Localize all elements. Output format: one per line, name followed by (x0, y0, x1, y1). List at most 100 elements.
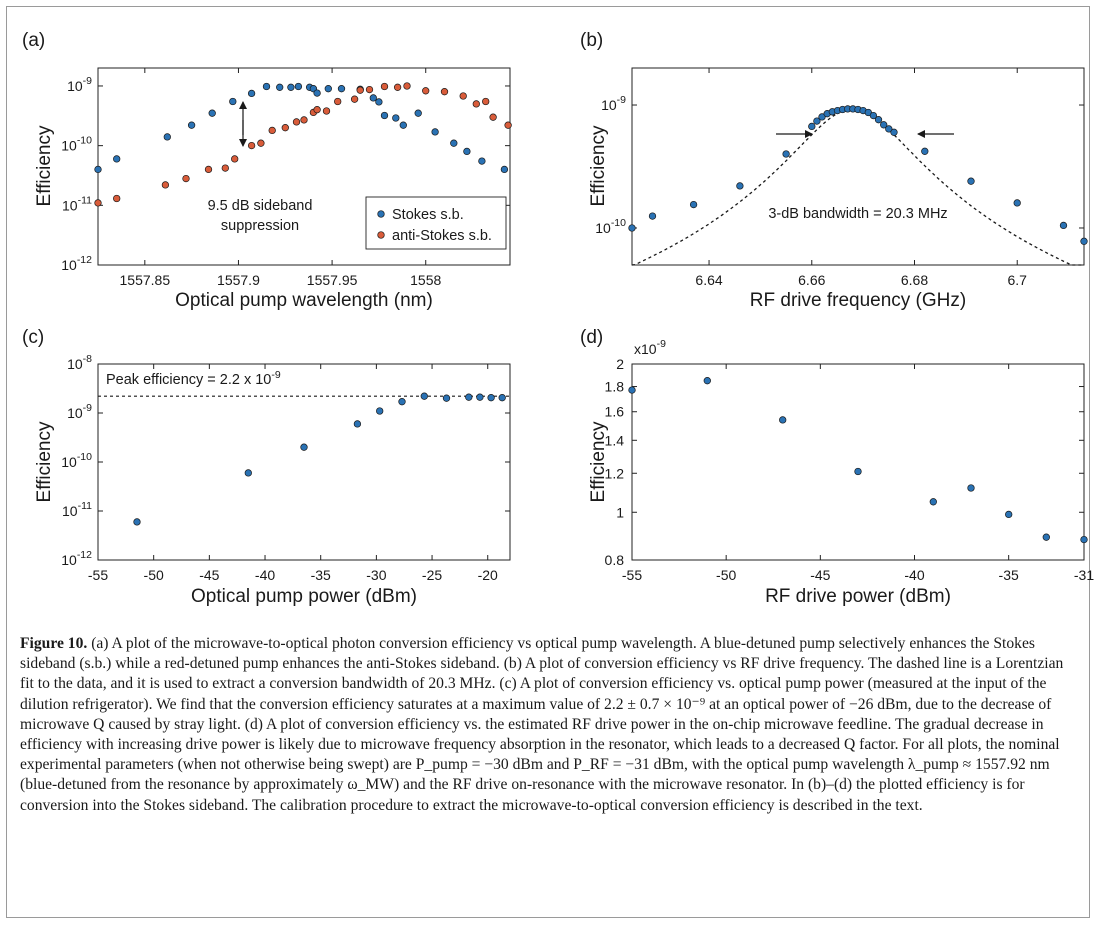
legend-label: Stokes s.b. (392, 207, 464, 223)
data-point (222, 165, 229, 172)
data-point (464, 148, 471, 155)
data-point (473, 101, 480, 108)
plot-area-frame (632, 364, 1084, 560)
data-point (441, 88, 448, 95)
data-point (629, 225, 636, 232)
data-point (381, 112, 388, 119)
data-point (1081, 238, 1088, 245)
series-2 (95, 83, 512, 207)
figure-caption: Figure 10. (a) A plot of the microwave-t… (20, 634, 1078, 816)
data-point (230, 98, 237, 105)
data-point (323, 108, 330, 115)
data-point (258, 140, 265, 147)
data-point (421, 393, 428, 400)
data-point (162, 182, 169, 189)
x-tick-label: -31 (1074, 567, 1094, 583)
data-point (1060, 222, 1067, 229)
data-point (415, 110, 422, 117)
chart-panel-1: (a)1557.85 1557.9 1557.95 155810-1210-1110-… (22, 30, 511, 311)
y-tick-label: 1.6 (605, 404, 625, 420)
data-point (737, 183, 744, 190)
data-point (1014, 200, 1021, 207)
x-tick-label: -35 (311, 567, 331, 583)
x-tick-label: -55 (622, 567, 642, 583)
data-point (460, 93, 467, 100)
data-point (432, 129, 439, 136)
data-point (376, 408, 383, 415)
y-tick-label: 10-12 (61, 254, 92, 273)
series-1 (629, 106, 1088, 245)
x-tick-label: 6.66 (798, 272, 825, 288)
data-point (400, 122, 407, 129)
data-point (930, 499, 937, 506)
data-point (922, 148, 929, 155)
data-point (855, 468, 862, 475)
panel-label: (c) (22, 327, 44, 348)
data-point (245, 470, 252, 477)
x-tick-label: 1558 (410, 272, 441, 288)
data-point (183, 175, 190, 182)
series-1 (134, 393, 506, 525)
data-point (301, 117, 308, 124)
data-point (779, 417, 786, 424)
y-tick-label: 2 (616, 356, 624, 372)
lorentzian-fit-line (632, 109, 1084, 265)
data-point (282, 124, 289, 131)
x-tick-label: 6.7 (1007, 272, 1027, 288)
data-point (477, 394, 484, 401)
x-tick-label: -50 (144, 567, 164, 583)
x-tick-label: -25 (422, 567, 442, 583)
data-point (704, 377, 711, 384)
data-point (422, 88, 429, 95)
y-tick-label: 10-8 (67, 353, 92, 372)
data-point (875, 116, 882, 123)
x-axis-label: Optical pump power (dBm) (191, 586, 417, 607)
annotation-text: 3-dB bandwidth = 20.3 MHz (768, 206, 947, 222)
x-tick-label: 6.68 (901, 272, 928, 288)
data-point (370, 95, 377, 102)
chart-legend: Stokes s.b. anti-Stokes s.b. (366, 197, 506, 249)
data-point (891, 129, 898, 136)
y-tick-label: 10-9 (67, 75, 92, 94)
data-point (288, 84, 295, 91)
x-tick-label: -40 (904, 567, 924, 583)
data-point (205, 166, 212, 173)
legend-marker (378, 211, 385, 218)
x-tick-label: 1557.9 (217, 272, 260, 288)
y-tick-label: 10-9 (601, 94, 626, 113)
panel-label: (d) (580, 327, 603, 348)
data-point (164, 134, 171, 141)
data-point (338, 85, 345, 92)
data-point (209, 110, 216, 117)
data-point (394, 84, 401, 91)
y-tick-label: 10-12 (61, 549, 92, 568)
x-tick-label: -35 (999, 567, 1019, 583)
data-point (499, 394, 506, 401)
data-point (443, 395, 450, 402)
x-tick-label: -30 (366, 567, 386, 583)
data-point (248, 142, 255, 149)
data-point (501, 166, 508, 173)
panel-label: (b) (580, 30, 603, 51)
data-point (314, 106, 321, 113)
series-1 (629, 377, 1088, 542)
data-point (188, 122, 195, 129)
data-point (263, 83, 270, 90)
y-axis-label: Efficiency (588, 421, 609, 502)
data-point (113, 156, 120, 163)
y-tick-label: 10-10 (61, 135, 92, 154)
data-point (649, 213, 656, 220)
legend-label: anti-Stokes s.b. (392, 228, 492, 244)
x-tick-label: -20 (478, 567, 498, 583)
data-point (968, 178, 975, 185)
data-point (404, 83, 411, 90)
y-tick-label: 10-11 (62, 194, 92, 213)
data-point (629, 387, 636, 394)
data-point (505, 122, 512, 129)
x-tick-label: -55 (88, 567, 108, 583)
annotation-text: suppression (221, 218, 299, 234)
x-tick-label: -50 (716, 567, 736, 583)
data-point (113, 195, 120, 202)
data-point (479, 158, 486, 165)
data-point (968, 485, 975, 492)
